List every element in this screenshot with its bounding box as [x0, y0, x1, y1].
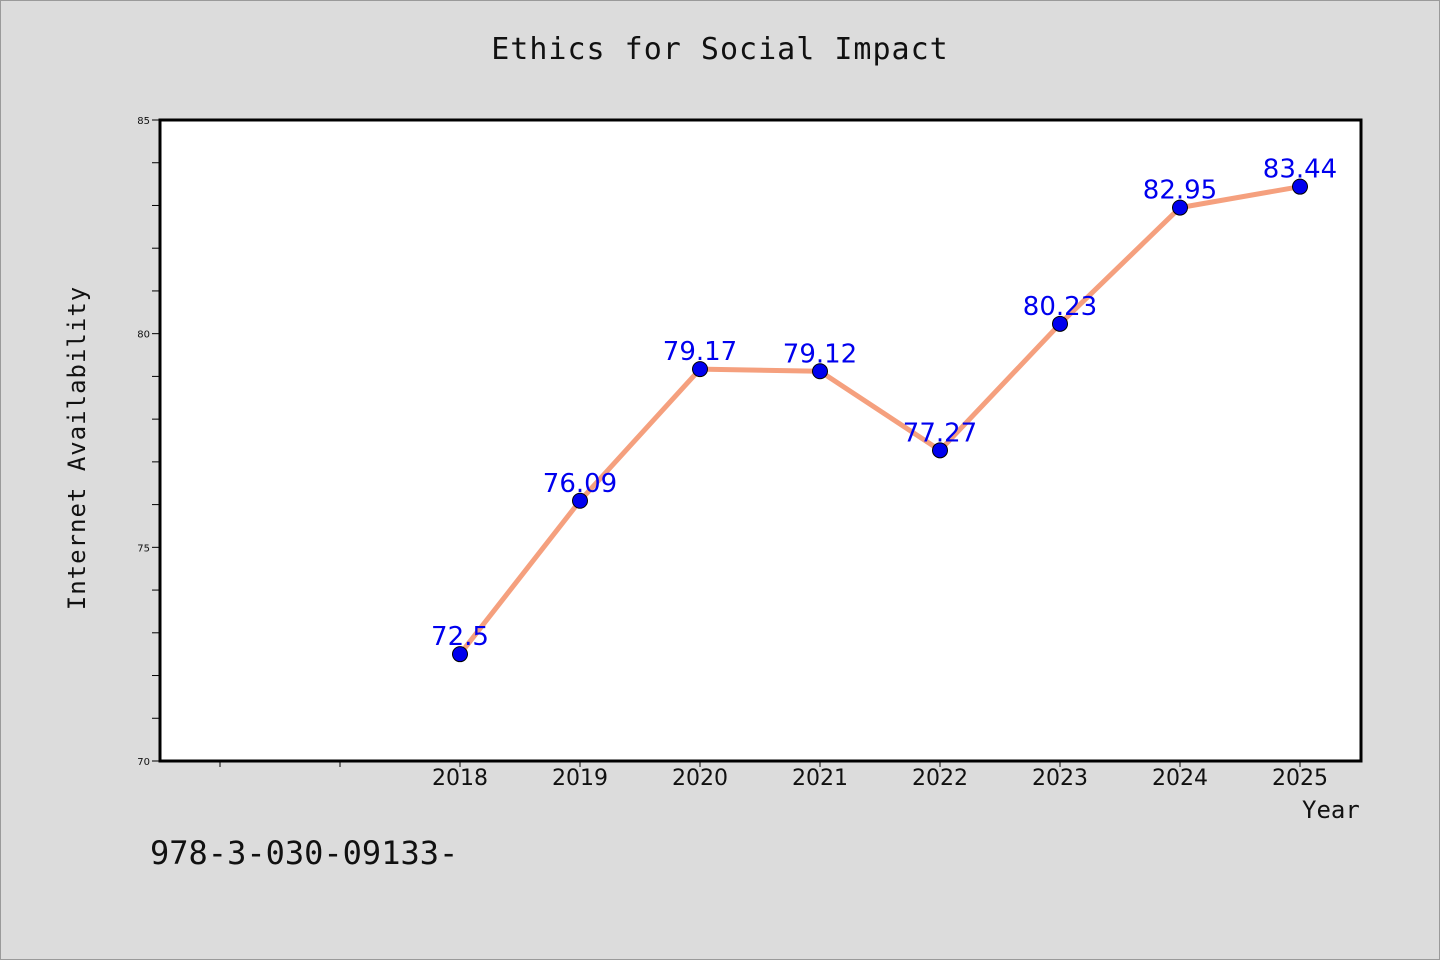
- x-tick-label: 2020: [672, 766, 728, 791]
- data-point: [692, 361, 708, 378]
- y-tick-label: 75: [137, 543, 150, 554]
- y-axis-ticks: 70 75 80 85: [137, 116, 160, 768]
- data-point: [452, 646, 468, 663]
- data-label: 72.5: [431, 622, 489, 652]
- data-point: [572, 492, 588, 509]
- data-label: 77.27: [903, 418, 977, 448]
- x-tick-label: 2022: [912, 766, 968, 791]
- footer-code: 978-3-030-09133-: [150, 834, 459, 872]
- data-markers: [452, 178, 1308, 663]
- y-tick-label: 80: [137, 330, 150, 341]
- data-label: 83.44: [1263, 155, 1337, 185]
- data-point: [932, 442, 948, 459]
- data-point: [1172, 199, 1188, 216]
- data-label: 82.95: [1143, 176, 1217, 206]
- data-label: 79.12: [783, 339, 857, 369]
- y-tick-label: 70: [137, 757, 150, 768]
- x-tick-label: 2023: [1032, 766, 1088, 791]
- data-label: 79.17: [663, 337, 737, 367]
- x-tick-label: 2021: [792, 766, 848, 791]
- x-tick-label: 2018: [432, 766, 488, 791]
- chart-title: Ethics for Social Impact: [491, 32, 949, 67]
- x-axis-label: Year: [1302, 796, 1360, 824]
- x-tick-label: 2024: [1152, 766, 1208, 791]
- x-tick-label: 2019: [552, 766, 608, 791]
- x-axis-ticks: 2018 2019 2020 2021 2022 2023 2024 2025: [219, 761, 1328, 791]
- data-label: 80.23: [1023, 292, 1097, 322]
- data-point: [812, 363, 828, 380]
- data-point: [1292, 178, 1308, 195]
- plot-area: [158, 118, 1363, 763]
- x-tick-label: 2025: [1272, 766, 1328, 791]
- series-line: [457, 184, 1303, 657]
- y-tick-label: 85: [137, 116, 150, 127]
- data-label: 76.09: [543, 469, 617, 499]
- data-labels: 72.5 76.09 79.17 79.12 77.27 80.23 82.95 83.44: [431, 155, 1337, 653]
- data-point: [1052, 315, 1068, 332]
